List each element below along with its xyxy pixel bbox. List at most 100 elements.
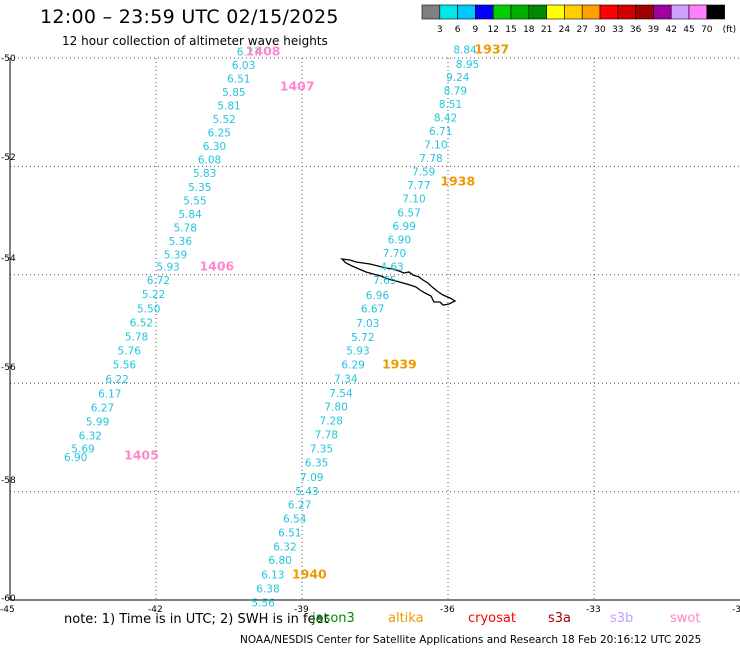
colorbar-swatch xyxy=(457,4,476,20)
colorbar-tick: 33 xyxy=(612,25,623,35)
colorbar-tick: 24 xyxy=(559,25,571,35)
swh-value: 6.80 xyxy=(268,555,291,567)
colorbar-tick: 18 xyxy=(523,25,535,35)
swh-value: 6.38 xyxy=(256,583,279,595)
swh-value: 5.72 xyxy=(351,332,374,344)
track-2: 8.848.959.248.798.518.426.717.107.787.59… xyxy=(251,42,509,610)
swh-value: 5.78 xyxy=(125,331,148,343)
swh-value: 6.13 xyxy=(261,569,284,581)
footer-credit: NOAA/NESDIS Center for Satellite Applica… xyxy=(240,634,702,646)
pass-time-label: 1405 xyxy=(124,448,159,463)
colorbar: 3 6 9 12 15 18 21 24 27 30 33 36 39 42 45 70 (ft) xyxy=(421,4,737,35)
lat-tick-label: -56 xyxy=(1,363,16,373)
swh-value: 6.27 xyxy=(288,499,311,511)
colorbar-swatch xyxy=(528,4,547,20)
colorbar-swatch xyxy=(653,4,672,20)
swh-value: 9.24 xyxy=(446,72,470,84)
swh-value: 5.55 xyxy=(183,195,206,207)
colorbar-swatch xyxy=(635,4,654,20)
swh-value: 6.71 xyxy=(429,126,452,138)
swh-value: 5.81 xyxy=(217,100,240,112)
lon-tick-label: -45 xyxy=(0,605,15,615)
swh-value: 7.78 xyxy=(315,429,338,441)
swh-value: 7.34 xyxy=(334,374,358,386)
swh-value: 8.51 xyxy=(439,99,462,111)
swh-value: 7.78 xyxy=(419,153,442,165)
colorbar-swatch xyxy=(546,4,565,20)
south-georgia-coastline xyxy=(340,258,457,306)
swh-value: 7.70 xyxy=(383,248,406,260)
swh-value: 6.17 xyxy=(98,388,121,400)
colorbar-tick: 12 xyxy=(487,25,498,35)
swh-value: 7.28 xyxy=(320,415,343,427)
swh-value: 5.69 xyxy=(71,444,94,456)
colorbar-swatch xyxy=(688,4,708,20)
colorbar-tick: 21 xyxy=(541,25,552,35)
swh-value: 7.10 xyxy=(424,140,447,152)
swh-value: 5.93 xyxy=(346,345,369,357)
swh-value: 8.95 xyxy=(456,59,479,71)
axis-labels: -50 -52 -54 -56 -58 -60-45 -42 -39 -36 -33 -30 xyxy=(0,54,740,615)
pass-time-label: 1937 xyxy=(474,42,509,57)
swh-value: 7.10 xyxy=(402,194,425,206)
swh-value: 7.80 xyxy=(324,401,347,413)
lat-tick-label: -52 xyxy=(1,153,16,163)
colorbar-swatch xyxy=(510,4,530,20)
colorbar-tick: 70 xyxy=(701,25,713,35)
swh-value: 7.77 xyxy=(407,180,430,192)
swh-value: 5.50 xyxy=(137,304,160,316)
satellite-legend-swot: swot xyxy=(670,611,701,626)
swh-value: 5.85 xyxy=(222,87,245,99)
swh-value: 7.54 xyxy=(329,388,353,400)
colorbar-swatch xyxy=(439,4,458,20)
swh-value: 5.83 xyxy=(193,168,216,180)
lon-tick-label: -36 xyxy=(440,605,455,615)
swh-value: 6.22 xyxy=(105,374,128,386)
footer-note: note: 1) Time is in UTC; 2) SWH is in fe… xyxy=(64,612,329,627)
colorbar-swatch xyxy=(492,4,512,20)
lon-tick-label: -33 xyxy=(586,605,601,615)
swh-value: 5.84 xyxy=(178,209,202,221)
swh-value: 6.35 xyxy=(305,458,328,470)
colorbar-tick: 27 xyxy=(576,25,587,35)
pass-time-label: 1938 xyxy=(440,173,475,188)
colorbar-tick: 30 xyxy=(594,25,606,35)
lon-tick-label: -30 xyxy=(732,605,740,615)
swh-value: 6.57 xyxy=(397,207,420,219)
colorbar-swatch xyxy=(564,4,583,20)
swh-value: 5.78 xyxy=(174,222,197,234)
swh-value: 5.56 xyxy=(113,360,137,372)
satellite-legend-s3b: s3b xyxy=(610,611,634,626)
swh-value: 6.25 xyxy=(208,128,231,140)
colorbar-swatch xyxy=(421,4,441,20)
lat-tick-label: -54 xyxy=(1,254,16,264)
swh-value: 6.52 xyxy=(130,317,153,329)
swh-value: 7.03 xyxy=(356,318,379,330)
colorbar-swatch xyxy=(617,4,636,20)
swh-value: 5.93 xyxy=(156,261,179,273)
lat-tick-label: -50 xyxy=(1,54,16,64)
swh-value: 6.27 xyxy=(91,402,114,414)
map-frame xyxy=(9,57,740,601)
colorbar-tick: 36 xyxy=(630,25,642,35)
swh-value: 5.99 xyxy=(86,416,109,428)
colorbar-swatch xyxy=(706,4,725,20)
swh-value: 6.96 xyxy=(366,290,390,302)
lon-tick-label: -39 xyxy=(294,605,309,615)
colorbar-swatch xyxy=(670,4,690,20)
track-1: 6.27 6.036.51 5.855.81 5.52 6.256.30 6.085.83… xyxy=(64,43,315,464)
colorbar-tick: 39 xyxy=(648,25,660,35)
swh-value: 6.27 xyxy=(237,46,260,58)
altimeter-tracks: 6.276.036.515.855.815.526.256.306.085.83… xyxy=(64,42,509,610)
swh-value: 6.54 xyxy=(283,513,307,525)
satellite-legend-cryosat: cryosat xyxy=(468,611,516,626)
swh-value: 6.51 xyxy=(227,73,250,85)
colorbar-swatch xyxy=(599,4,619,20)
swh-value: 5.76 xyxy=(118,345,142,357)
swh-value: 6.90 xyxy=(64,452,87,464)
swh-value: 5.35 xyxy=(188,182,211,194)
swh-value: 4.63 xyxy=(380,261,403,273)
swh-value: 8.84 xyxy=(453,45,477,57)
colorbar-unit: (ft) xyxy=(723,25,737,35)
